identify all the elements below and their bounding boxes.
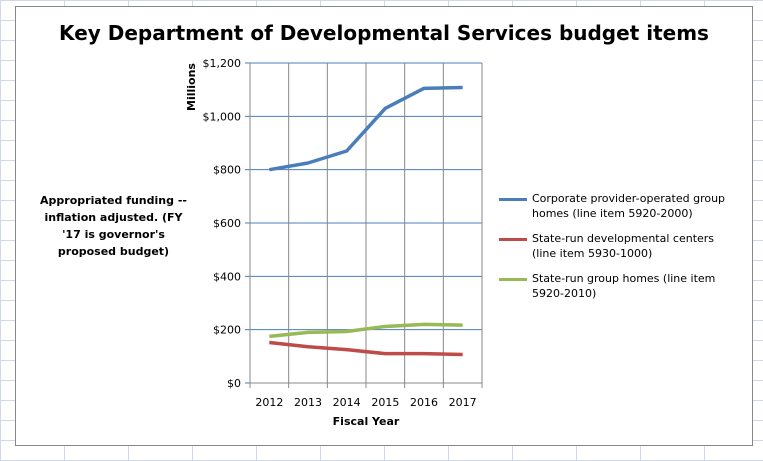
y-tick-label: $400 <box>213 270 241 283</box>
x-tick-label: 2012 <box>255 396 283 409</box>
legend-swatch <box>499 278 527 281</box>
x-tick-label: 2016 <box>410 396 438 409</box>
legend-swatch <box>499 198 527 201</box>
y-tick-label: $800 <box>213 164 241 177</box>
y-tick-label: $200 <box>213 324 241 337</box>
legend-entry: State-run group homes (line item 5920-20… <box>499 271 739 301</box>
x-axis-title: Fiscal Year <box>333 415 400 428</box>
legend-entry: Corporate provider-operated group homes … <box>499 191 739 221</box>
x-tick-label: 2013 <box>294 396 322 409</box>
y-axis-title: Millions <box>185 63 198 111</box>
series-line-0 <box>269 85 463 172</box>
legend-swatch <box>499 238 527 241</box>
y-tick-label: $1,200 <box>203 57 242 70</box>
legend-label: State-run group homes (line item 5920-20… <box>532 272 716 300</box>
y-tick-label: $600 <box>213 217 241 230</box>
x-tick-label: 2017 <box>449 396 477 409</box>
y-tick-label: $1,000 <box>203 110 242 123</box>
x-tick-label: 2014 <box>333 396 361 409</box>
series-line-2 <box>269 322 463 339</box>
chart-title: Key Department of Developmental Services… <box>59 21 709 45</box>
legend-entry: State-run developmental centers (line it… <box>499 231 739 261</box>
annotation: Appropriated funding -- inflation adjust… <box>40 194 187 258</box>
y-tick-label: $0 <box>227 377 241 390</box>
plot-area: $0 $200 $400 $600 $800 $1,000 $1,200 2012 2013 20… <box>185 57 483 428</box>
x-tick-label: 2015 <box>371 396 399 409</box>
legend-label: State-run developmental centers (line it… <box>532 232 715 260</box>
series-line-1 <box>269 340 463 357</box>
legend-label: Corporate provider-operated group homes … <box>532 192 726 220</box>
chart-area[interactable]: Key Department of Developmental Services… <box>15 6 753 446</box>
